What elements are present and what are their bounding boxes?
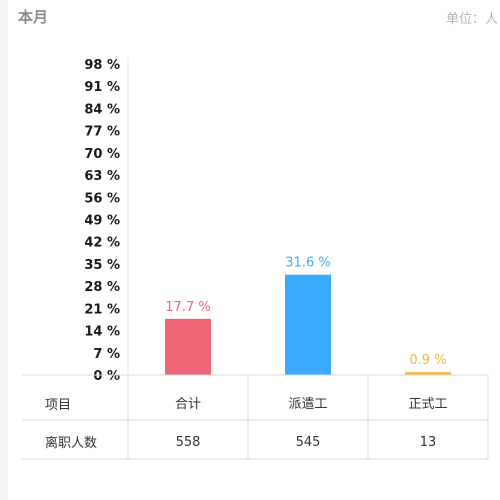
y-tick-label: 98 % xyxy=(84,58,120,73)
unit-label: 单位：人 xyxy=(445,12,498,27)
bar-value-label: 0.9 % xyxy=(409,353,446,368)
bar-2 xyxy=(285,274,331,375)
y-tick-label: 84 % xyxy=(84,102,120,117)
table-cell-value: 545 xyxy=(296,435,321,450)
y-tick-label: 28 % xyxy=(84,280,120,295)
bar-3 xyxy=(405,372,451,375)
table-header-label: 项目 xyxy=(45,398,71,413)
table-category-label: 合计 xyxy=(175,397,201,412)
y-tick-label: 91 % xyxy=(84,80,120,95)
y-tick-label: 63 % xyxy=(84,169,120,184)
y-tick-label: 70 % xyxy=(84,147,120,162)
table-category-label: 正式工 xyxy=(408,397,447,412)
bar-value-label: 17.7 % xyxy=(165,300,210,315)
table-cell-value: 558 xyxy=(176,435,201,450)
table-row-label: 离职人数 xyxy=(45,435,97,451)
y-tick-label: 14 % xyxy=(84,325,120,340)
y-tick-label: 0 % xyxy=(93,369,120,384)
y-tick-label: 77 % xyxy=(84,125,120,140)
card-title: 本月 xyxy=(18,8,49,26)
table-category-label: 派遣工 xyxy=(288,397,327,412)
y-tick-label: 42 % xyxy=(84,236,120,251)
bar-1 xyxy=(165,318,211,375)
y-tick-label: 56 % xyxy=(84,191,120,206)
bar-value-label: 31.6 % xyxy=(285,256,330,271)
chart-card: 本月 单位：人 xyxy=(8,0,500,500)
y-tick-label: 49 % xyxy=(84,214,120,229)
y-tick-label: 7 % xyxy=(93,347,120,362)
y-tick-label: 21 % xyxy=(84,302,120,317)
y-tick-label: 35 % xyxy=(84,258,120,273)
table-cell-value: 13 xyxy=(420,435,437,450)
